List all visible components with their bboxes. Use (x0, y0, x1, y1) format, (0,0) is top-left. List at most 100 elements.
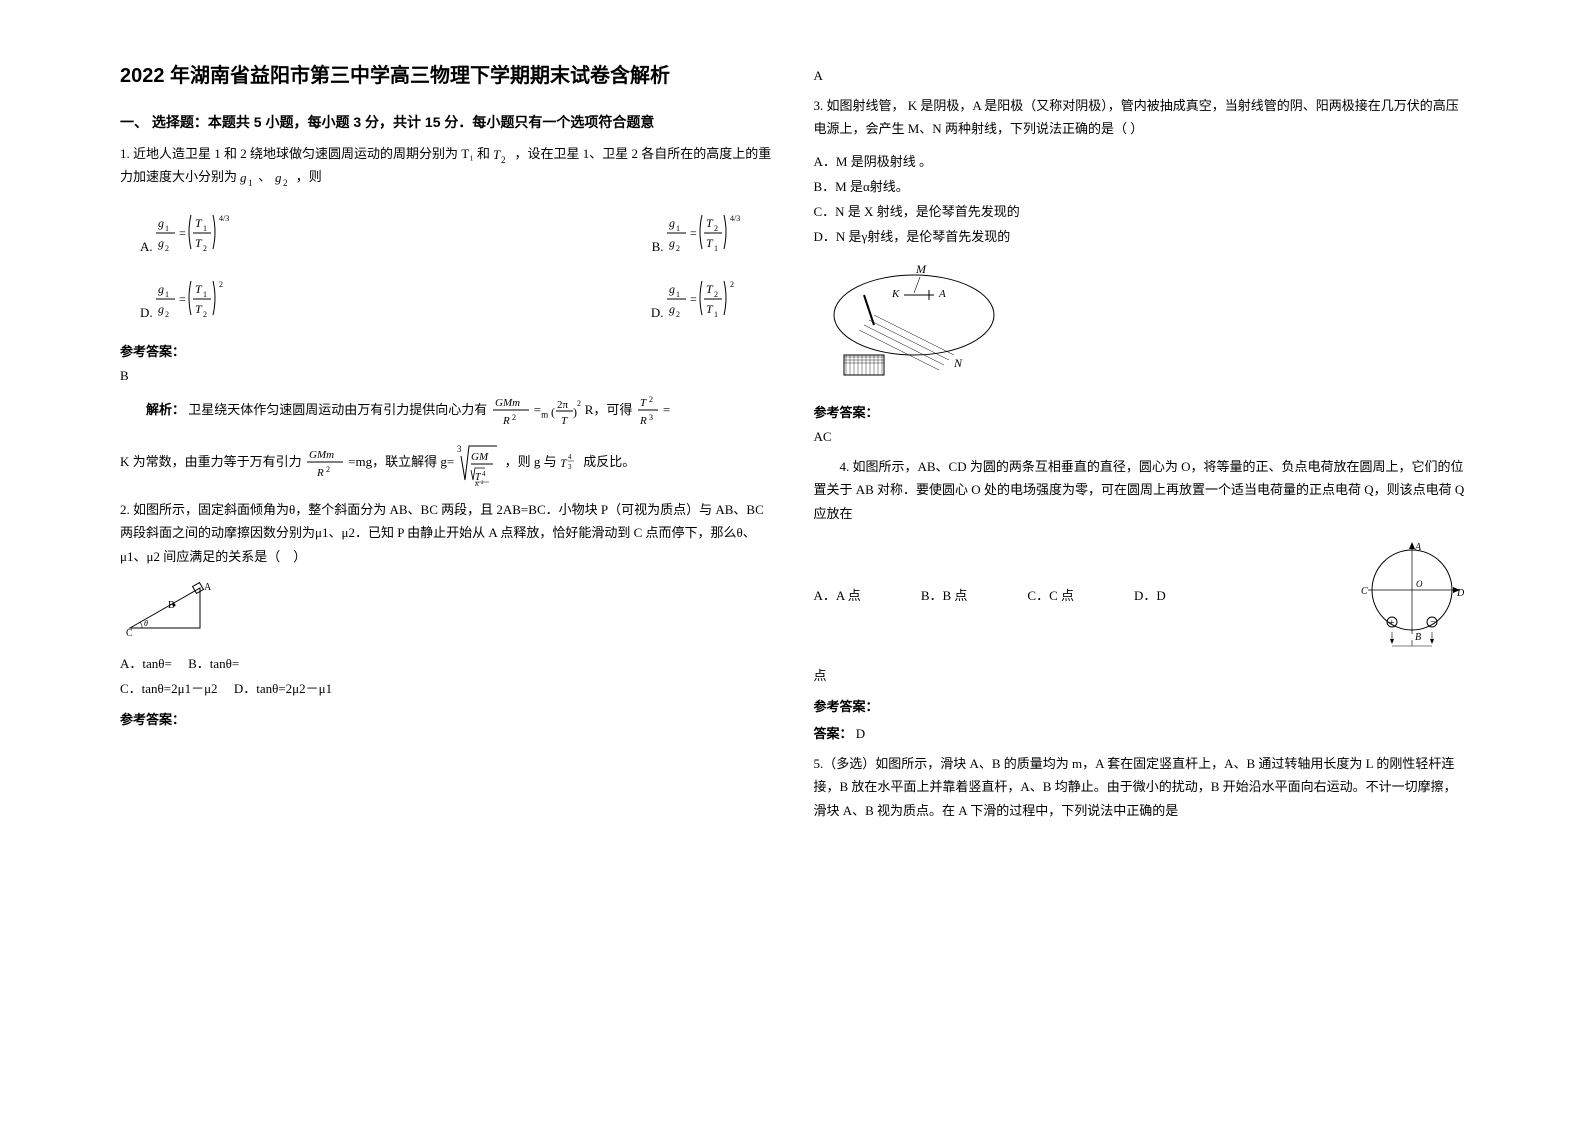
formula-cbrt-icon: 3 GM T4 K2 (457, 438, 501, 488)
q2-options-ab: A．tanθ= B．tanθ= (120, 653, 774, 672)
svg-text:g: g (158, 216, 164, 230)
q4-answer-val: D (856, 726, 865, 741)
svg-text:2: 2 (649, 395, 653, 404)
svg-text:N: N (953, 356, 963, 370)
q4-text: 4. 如图所示，AB、CD 为圆的两条互相垂直的直径，圆心为 O，将等量的正、负… (814, 455, 1468, 525)
right-column: A 3. 如图射线管， K 是阴极，A 是阳极（又称对阴极），管内被抽成真空，当… (794, 60, 1488, 1062)
svg-text:T: T (195, 216, 203, 230)
q1-exp6: 成反比。 (583, 454, 635, 469)
svg-text:O: O (1416, 579, 1423, 589)
svg-text:1: 1 (676, 224, 680, 233)
svg-text:A: A (204, 582, 212, 593)
svg-text:B: B (1415, 632, 1421, 643)
q4-optD: D．D (1134, 585, 1166, 604)
svg-text:g: g (275, 170, 282, 185)
q2-optA: A．tanθ= (120, 656, 172, 671)
svg-text:T: T (640, 397, 647, 409)
left-column: 2022 年湖南省益阳市第三中学高三物理下学期期末试卷含解析 一、 选择题：本题… (100, 60, 794, 1062)
optC-label: D. (140, 305, 153, 321)
svg-text:4: 4 (568, 453, 572, 461)
svg-text:2: 2 (577, 399, 581, 408)
q4-answer-hdr: 参考答案： (814, 696, 1468, 715)
svg-text:g: g (669, 236, 675, 250)
svg-text:T: T (195, 282, 203, 296)
svg-text:2: 2 (676, 244, 680, 253)
q1-exp2: R，可得 (585, 402, 633, 417)
svg-text:2: 2 (730, 280, 734, 289)
formula-b-icon: g1 g2 = T2 T1 4/3 (664, 209, 754, 255)
svg-text:4/3: 4/3 (730, 214, 740, 223)
q1-var-g1: g1 (240, 169, 258, 184)
svg-text:g: g (240, 170, 247, 185)
formula-gmm2-icon: GMm R2 (305, 446, 345, 480)
q1-var-g2: g2 (275, 169, 293, 184)
optA-label: A. (140, 239, 153, 255)
svg-text:3: 3 (457, 444, 462, 454)
q1-part1: 1. 近地人造卫星 1 和 2 绕地球做匀速圆周运动的周期分别为 T₁ 和 (120, 146, 490, 161)
svg-text:T: T (195, 302, 203, 316)
svg-text:g: g (158, 302, 164, 316)
q4-optD-cont: 点 (814, 665, 1468, 684)
q3-answer: AC (814, 429, 1468, 445)
svg-text:2: 2 (714, 290, 718, 299)
q2-optD: D．tanθ=2μ2－μ1 (234, 681, 332, 696)
q1-optA: A. g1 g2 = T1 T2 4/3 (140, 209, 243, 255)
svg-text:T: T (195, 236, 203, 250)
svg-text:A: A (1414, 542, 1422, 553)
q2-diagram: A B C θ (120, 578, 774, 643)
optD-label: D. (651, 305, 664, 321)
q1-explain: 解析： 卫星绕天体作匀速圆周运动由万有引力提供向心力有 GMm R2 =m ( … (120, 394, 774, 428)
svg-text:2π: 2π (557, 399, 569, 411)
q1-text: 1. 近地人造卫星 1 和 2 绕地球做匀速圆周运动的周期分别为 T₁ 和 T2… (120, 142, 774, 189)
svg-text:2: 2 (219, 280, 223, 289)
svg-text:=: = (690, 226, 697, 240)
svg-text:GM: GM (471, 451, 489, 463)
q1-var-t2: T2 (493, 146, 511, 161)
svg-text:=: = (179, 292, 186, 306)
formula-gmm-icon: GMm R2 (491, 394, 531, 428)
q1-exp3: K 为常数，由重力等于万有引力 (120, 454, 302, 469)
q1-optC: D. g1 g2 = T1 T2 2 (140, 275, 243, 321)
svg-text:2: 2 (165, 244, 169, 253)
q4-optA: A．A 点 (814, 585, 861, 604)
circle-charges-icon: A B C D O + − (1357, 540, 1467, 650)
svg-text:1: 1 (676, 290, 680, 299)
svg-text:g: g (158, 282, 164, 296)
svg-text:C: C (126, 628, 133, 638)
q2-answer-label: 参考答案： (120, 709, 774, 728)
q3-optC: C．N 是 X 射线，是伦琴首先发现的 (814, 201, 1468, 220)
svg-text:2: 2 (203, 244, 207, 253)
q3-text: 3. 如图射线管， K 是阴极，A 是阳极（又称对阴极），管内被抽成真空，当射线… (814, 94, 1468, 141)
formula-a-icon: g1 g2 = T1 T2 4/3 (153, 209, 243, 255)
q1-explain-line2: K 为常数，由重力等于万有引力 GMm R2 =mg，联立解得 g= 3 GM … (120, 438, 774, 488)
svg-text:2: 2 (512, 413, 516, 422)
q3-optB: B．M 是α射线。 (814, 176, 1468, 195)
q1-exp1: 卫星绕天体作匀速圆周运动由万有引力提供向心力有 (188, 402, 487, 417)
svg-text:3: 3 (568, 463, 572, 471)
svg-text:R: R (316, 467, 324, 479)
q2-text: 2. 如图所示，固定斜面倾角为θ，整个斜面分为 AB、BC 两段，且 2AB=B… (120, 498, 774, 568)
svg-text:2: 2 (203, 310, 207, 319)
svg-text:T: T (561, 415, 568, 426)
q1-answer: B (120, 368, 774, 384)
q2-optB: B．tanθ= (188, 656, 239, 671)
q2-answer: A (814, 68, 1468, 84)
doc-title: 2022 年湖南省益阳市第三中学高三物理下学期期末试卷含解析 (120, 60, 774, 92)
q3-optD: D．N 是γ射线，是伦琴首先发现的 (814, 226, 1468, 245)
q1-optB: B. g1 g2 = T2 T1 4/3 (652, 209, 754, 255)
svg-text:(: ( (551, 405, 555, 419)
svg-text:T: T (706, 236, 714, 250)
svg-text:g: g (158, 236, 164, 250)
formula-c-icon: g1 g2 = T1 T2 2 (153, 275, 243, 321)
svg-text:3: 3 (649, 413, 653, 422)
svg-text:2: 2 (165, 310, 169, 319)
svg-text:T: T (706, 282, 714, 296)
svg-text:g: g (669, 282, 675, 296)
q3-diagram: M K A N (814, 255, 1468, 390)
svg-text:=: = (179, 226, 186, 240)
svg-text:4: 4 (482, 470, 486, 478)
formula-t2r3-icon: T2 R3 (636, 394, 660, 428)
section1-header: 一、 选择题：本题共 5 小题，每小题 3 分，共计 15 分．每小题只有一个选… (120, 112, 774, 132)
q1-optD: D. g1 g2 = T2 T1 2 (651, 275, 754, 321)
formula-t43-icon: T 4 3 (560, 451, 580, 475)
